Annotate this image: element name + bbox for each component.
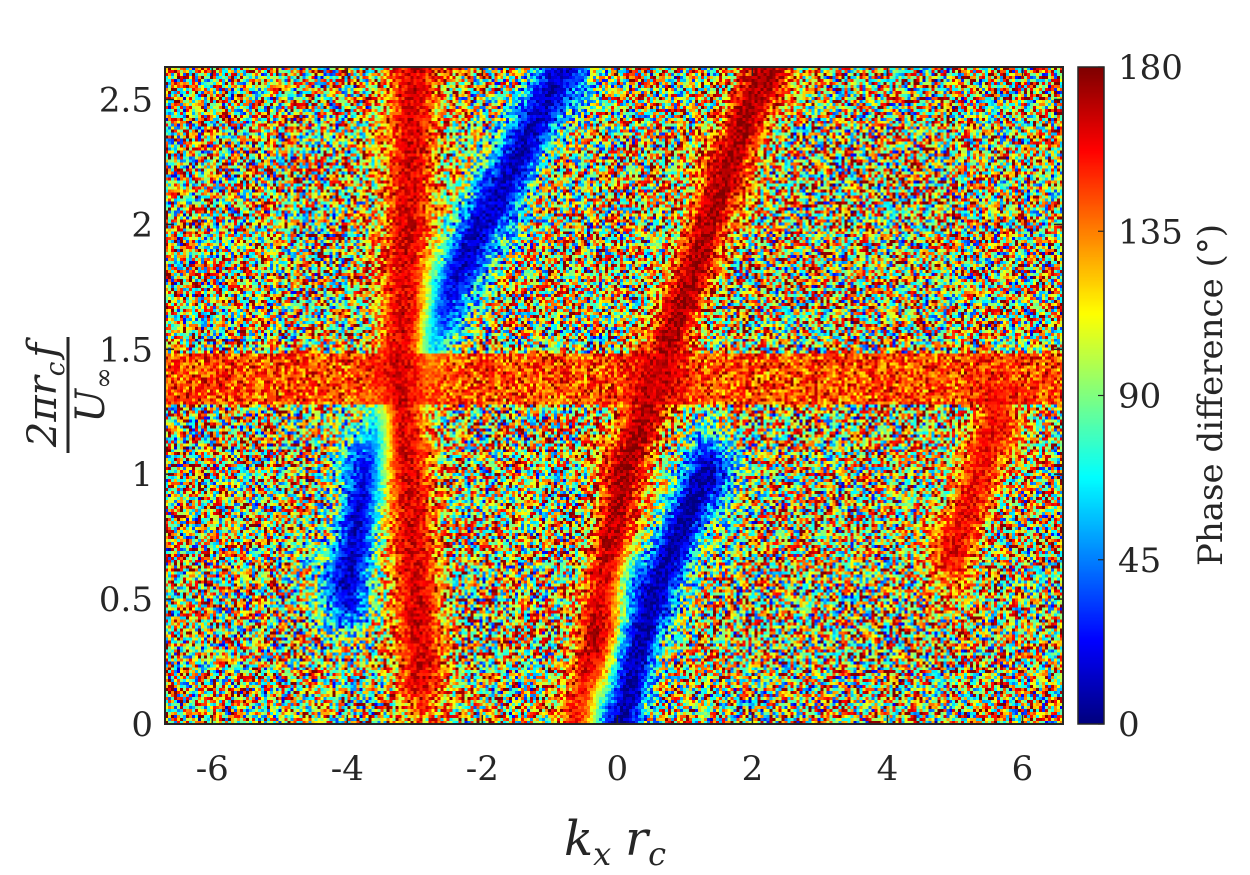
y-tick-label: 2.5 <box>99 80 153 120</box>
x-tick-label: -2 <box>466 749 499 789</box>
y-tick-label: 2 <box>131 205 153 245</box>
x-tick-label: -4 <box>331 749 364 789</box>
svg-text:2πrcf: 2πrcf <box>20 337 71 448</box>
colorbar: 0 45 90 135 180 Phase difference (°) <box>1077 48 1231 745</box>
heatmap-image <box>165 67 1063 724</box>
x-tick-label: 2 <box>742 749 764 789</box>
x-axis-ticks: -6 -4 -2 0 2 4 6 <box>196 67 1034 789</box>
colorbar-tick-label: 90 <box>1118 377 1161 417</box>
x-tick-label: 4 <box>877 749 899 789</box>
svg-text:U∞: U∞ <box>68 367 119 422</box>
y-label-denominator-sub: ∞ <box>89 367 119 389</box>
plot-frame <box>164 66 1064 725</box>
y-tick-label: 1.5 <box>99 330 153 370</box>
y-label-denominator: U <box>68 388 114 423</box>
x-tick-label: 0 <box>607 749 629 789</box>
y-axis-label: 2πrcf U∞ <box>20 337 119 453</box>
x-tick-label: -6 <box>196 749 229 789</box>
y-label-numerator-tail: f <box>20 337 66 361</box>
x-axis-label: kx rc <box>564 811 666 873</box>
y-label-numerator-sub: c <box>41 361 71 376</box>
colorbar-tick-label: 45 <box>1118 541 1161 581</box>
y-tick-label: 0.5 <box>99 580 153 620</box>
colorbar-label: Phase difference (°) <box>1191 224 1231 566</box>
colorbar-tick-label: 0 <box>1118 705 1140 745</box>
y-axis-ticks: 0 0.5 1 1.5 2 2.5 <box>99 80 1063 745</box>
plot-area <box>164 66 1064 725</box>
colorbar-tick-label: 180 <box>1118 48 1183 88</box>
x-label-r: r <box>625 811 651 867</box>
colorbar-tick-label: 135 <box>1118 212 1183 252</box>
y-label-numerator: 2πr <box>20 373 66 448</box>
x-label-k-sub: x <box>593 835 611 873</box>
y-tick-label: 1 <box>131 455 153 495</box>
y-tick-label: 0 <box>131 705 153 745</box>
x-label-k: k <box>564 811 593 867</box>
x-tick-label: 6 <box>1012 749 1034 789</box>
colorbar-ticks: 0 45 90 135 180 <box>1098 48 1183 745</box>
x-label-r-sub: c <box>648 835 666 873</box>
